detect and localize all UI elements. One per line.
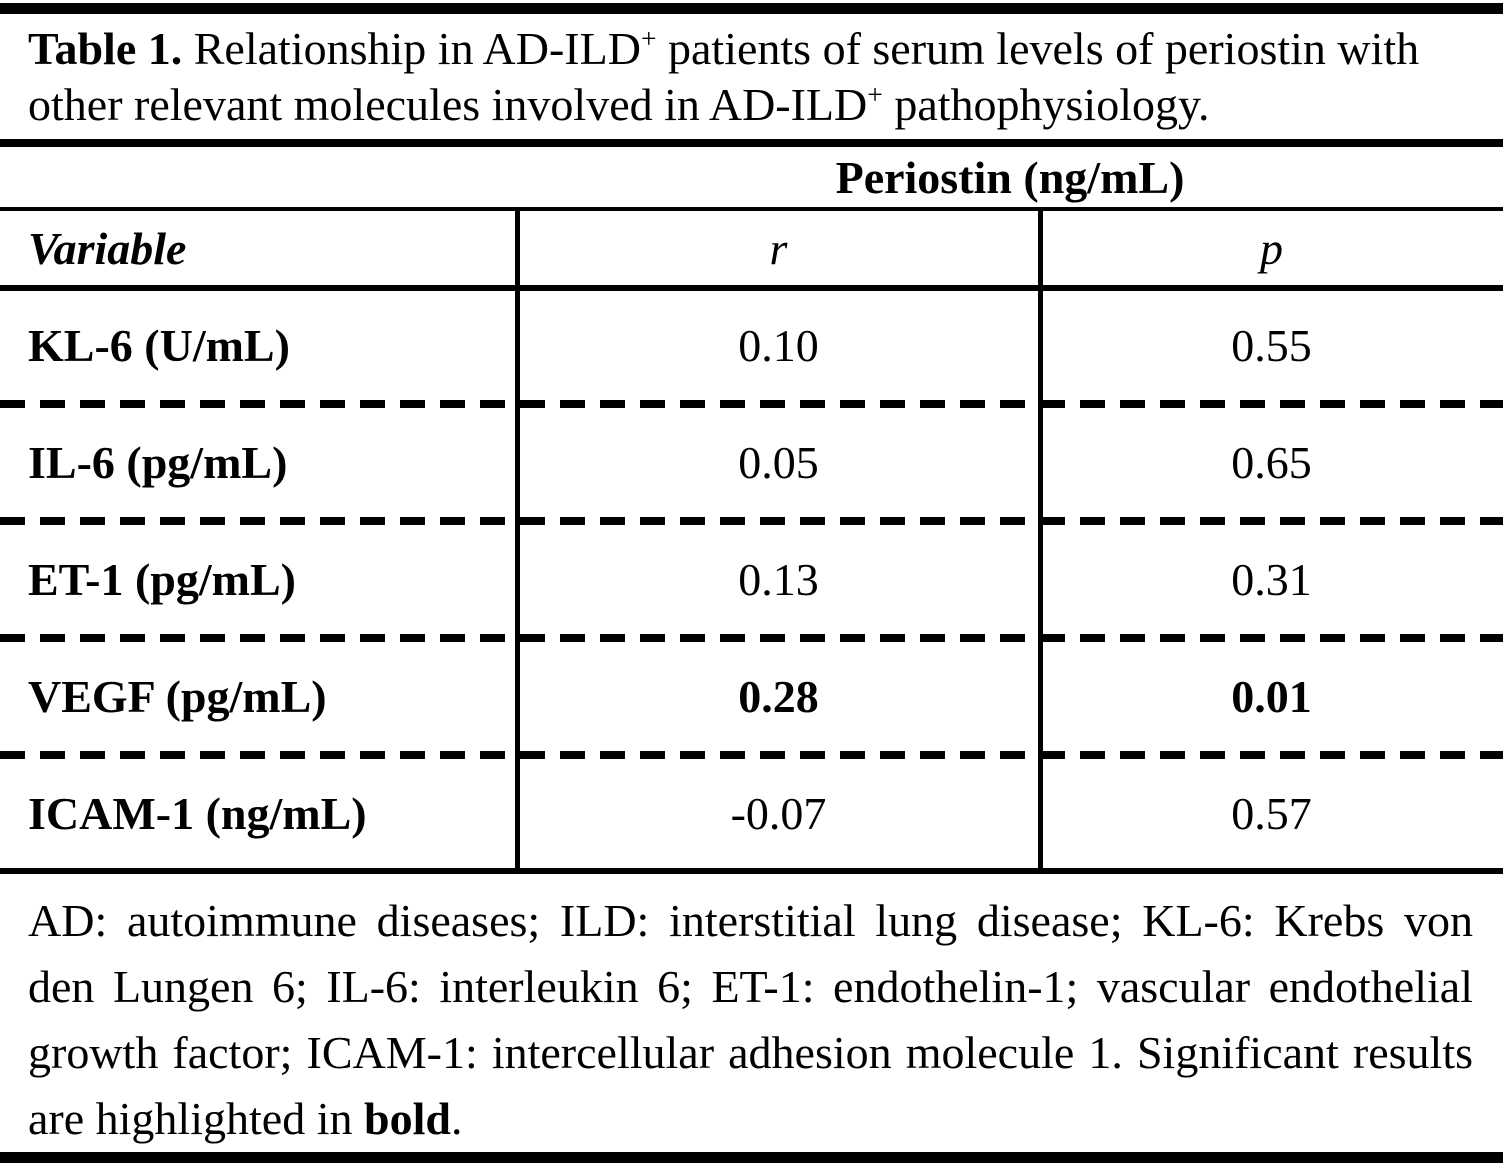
header-body-divider-rule bbox=[0, 285, 1503, 291]
cell-r-value: 0.05 bbox=[738, 437, 819, 488]
superscript-plus-1: + bbox=[640, 22, 657, 54]
cell-p-value: 0.01 bbox=[1231, 671, 1312, 722]
cell-p-value: 0.57 bbox=[1231, 788, 1312, 839]
cell-variable: ET-1 (pg/mL) bbox=[28, 554, 296, 605]
column-divider-1 bbox=[515, 211, 520, 868]
footnote-text-end: . bbox=[450, 1093, 463, 1144]
table-caption-text-1: Relationship in AD-ILD bbox=[182, 23, 641, 74]
spanning-header-divider-rule bbox=[0, 207, 1503, 211]
table-caption-text-3: pathophysiology. bbox=[882, 79, 1210, 130]
caption-divider-rule bbox=[0, 139, 1503, 147]
spanning-header-row: Periostin (ng/mL) bbox=[0, 147, 1503, 207]
table-row-vegf: VEGF (pg/mL) 0.28 0.01 bbox=[0, 642, 1503, 751]
footnote-text: AD: autoimmune diseases; ILD: interstiti… bbox=[28, 895, 1473, 1144]
cell-variable: KL-6 (U/mL) bbox=[28, 320, 290, 371]
cell-variable: VEGF (pg/mL) bbox=[28, 671, 327, 722]
cell-r-value: 0.13 bbox=[738, 554, 819, 605]
table-row-icam1: ICAM-1 (ng/mL) -0.07 0.57 bbox=[0, 759, 1503, 868]
cell-p-value: 0.55 bbox=[1231, 320, 1312, 371]
table-bottom-border bbox=[0, 1152, 1503, 1163]
row-divider-dashed bbox=[0, 634, 1503, 642]
cell-variable: ICAM-1 (ng/mL) bbox=[28, 788, 367, 839]
cell-r-value: 0.10 bbox=[738, 320, 819, 371]
table-caption-text-2: patients of serum levels of periostin wi… bbox=[28, 23, 1420, 130]
column-header-variable: Variable bbox=[28, 222, 187, 274]
column-header-r: r bbox=[769, 222, 788, 274]
table-grid: Variable r p KL-6 (U/mL) 0.10 0.55 IL-6 … bbox=[0, 211, 1503, 868]
footnote-bold-emphasis: bold bbox=[363, 1093, 451, 1144]
table-footnote: AD: autoimmune diseases; ILD: interstiti… bbox=[0, 874, 1503, 1152]
table-caption: Table 1. Relationship in AD-ILD+ patient… bbox=[0, 14, 1503, 139]
row-divider-dashed bbox=[0, 751, 1503, 759]
cell-p-value: 0.65 bbox=[1231, 437, 1312, 488]
table-row-et1: ET-1 (pg/mL) 0.13 0.31 bbox=[0, 525, 1503, 634]
spanning-header-periostin: Periostin (ng/mL) bbox=[835, 151, 1185, 203]
column-header-row: Variable r p bbox=[0, 211, 1503, 285]
table-top-border bbox=[0, 3, 1503, 14]
table-row-il6: IL-6 (pg/mL) 0.05 0.65 bbox=[0, 408, 1503, 517]
cell-variable: IL-6 (pg/mL) bbox=[28, 437, 288, 488]
superscript-plus-2: + bbox=[867, 78, 883, 110]
table-caption-label: Table 1. bbox=[28, 23, 183, 74]
cell-r-value: -0.07 bbox=[730, 788, 827, 839]
row-divider-dashed bbox=[0, 400, 1503, 408]
cell-r-value: 0.28 bbox=[738, 671, 819, 722]
column-divider-2 bbox=[1038, 211, 1043, 868]
row-divider-dashed bbox=[0, 517, 1503, 525]
cell-p-value: 0.31 bbox=[1231, 554, 1312, 605]
table-row-kl6: KL-6 (U/mL) 0.10 0.55 bbox=[0, 291, 1503, 400]
body-footnote-divider-rule bbox=[0, 868, 1503, 874]
column-header-p: p bbox=[1260, 222, 1283, 274]
